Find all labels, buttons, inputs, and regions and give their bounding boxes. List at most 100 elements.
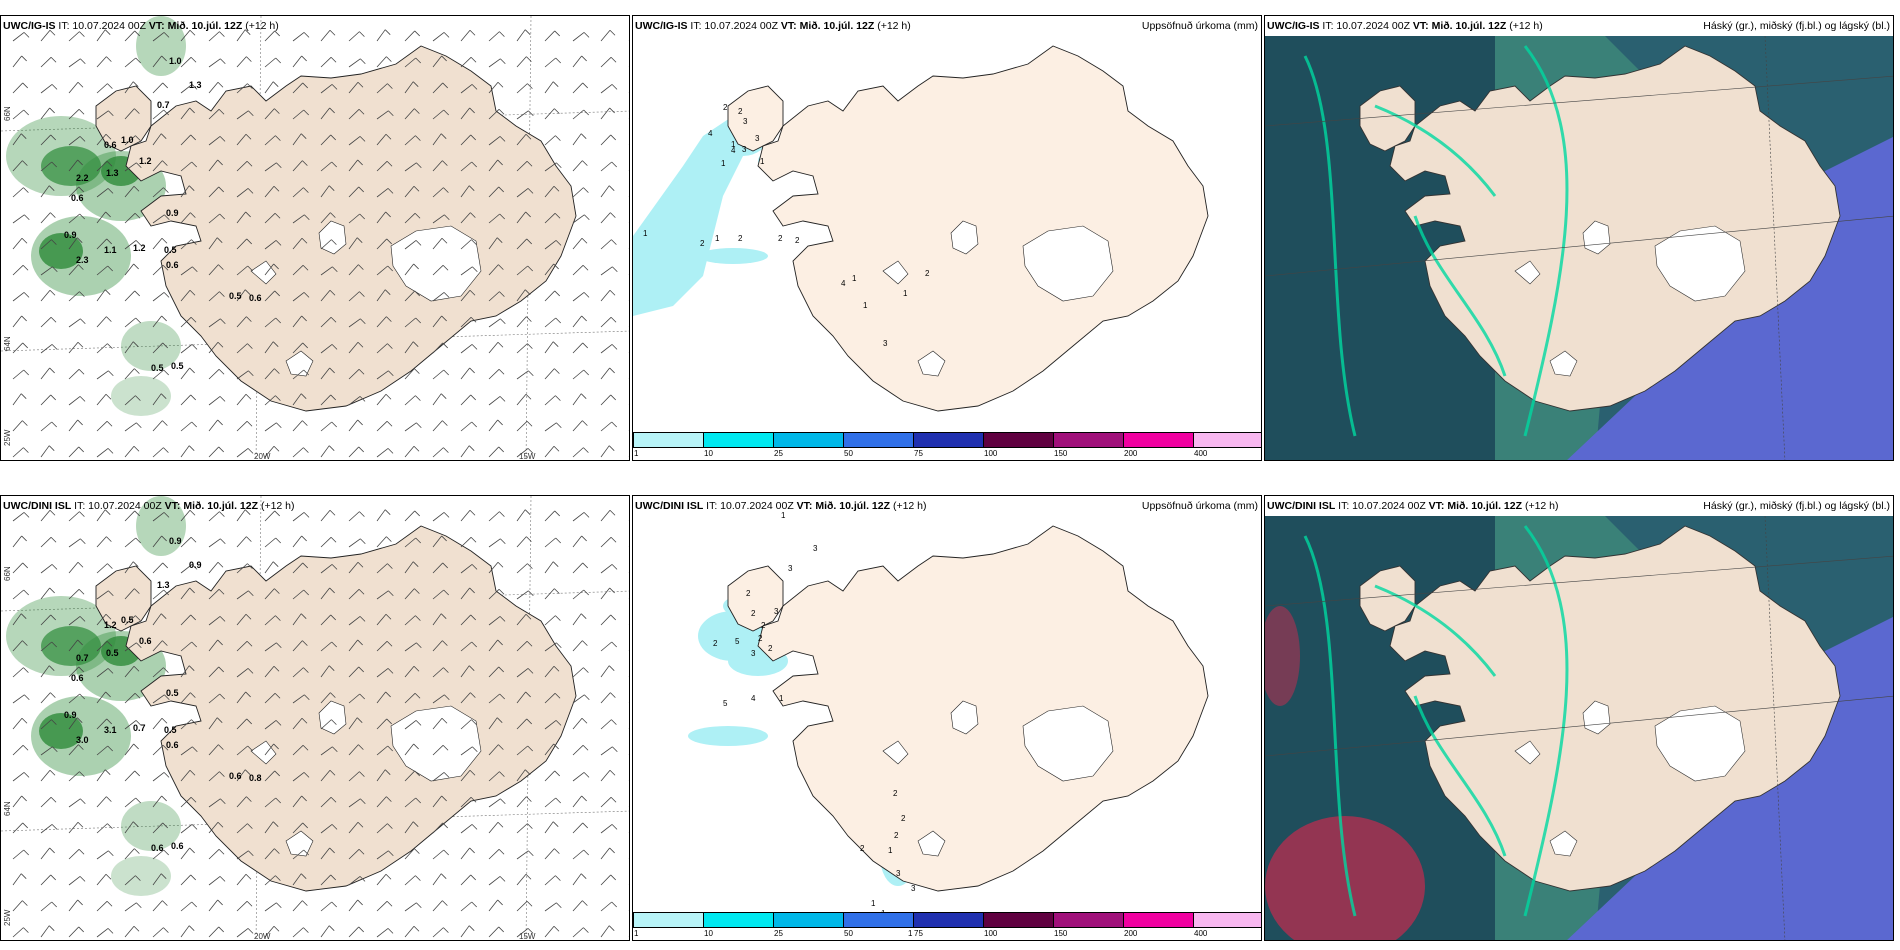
- precip-value-label: 4: [708, 129, 713, 138]
- precip-value-label: 3.1: [104, 725, 117, 735]
- wind-precip-panel-row1: UWC/IG-IS IT: 10.07.2024 00Z VT: Mið. 10…: [0, 15, 630, 461]
- colorbar-tick-label: 200: [1124, 449, 1138, 458]
- precip-value-label: 2.2: [76, 173, 89, 183]
- precip-value-label: 2: [738, 107, 743, 116]
- colorbar-tick-label: 1: [634, 449, 639, 458]
- precip-value-label: 2: [758, 634, 763, 643]
- precip-value-label: 1: [643, 229, 648, 238]
- precip-value-label: 1.1: [104, 245, 117, 255]
- precip-value-label: 3: [751, 649, 756, 658]
- cloud-map: [1265, 515, 1893, 940]
- precip-value-label: 0.5: [106, 648, 119, 658]
- precip-value-label: 1: [908, 929, 913, 938]
- precip-value-label: 2: [860, 844, 865, 853]
- colorbar-tick-label: 50: [844, 929, 853, 938]
- precip-value-label: 0.7: [157, 100, 170, 110]
- colorbar-segment: [773, 432, 844, 448]
- colorbar-tick-label: 10: [704, 449, 713, 458]
- precip-value-label: 4: [841, 279, 846, 288]
- colorbar-segment: [1053, 432, 1124, 448]
- field-title: Háský (gr.), miðský (fj.bl.) og lágský (…: [1703, 500, 1890, 512]
- colorbar-segment: [843, 432, 914, 448]
- colorbar-tick-label: 400: [1194, 449, 1208, 458]
- precip-value-label: 0.6: [71, 193, 84, 203]
- precip-value-label: 1: [781, 511, 786, 520]
- colorbar-tick-label: 50: [844, 449, 853, 458]
- precip-value-label: 0.6: [166, 740, 179, 750]
- precip-value-label: 3: [774, 607, 779, 616]
- lat-label: 64N: [3, 801, 12, 816]
- precip-value-label: 1.2: [133, 243, 146, 253]
- precip-value-label: 2: [713, 639, 718, 648]
- precip-value-label: 3: [883, 339, 888, 348]
- colorbar-segment: [983, 432, 1054, 448]
- precip-value-label: 4: [731, 146, 736, 155]
- precip-value-label: 0.9: [189, 560, 202, 570]
- colorbar-segment: [983, 912, 1054, 928]
- precip-value-label: 3: [813, 544, 818, 553]
- precip-value-label: 1.2: [139, 156, 152, 166]
- precip-value-label: 5: [723, 699, 728, 708]
- precip-value-label: 0.9: [166, 208, 179, 218]
- precip-value-label: 1: [760, 157, 765, 166]
- precip-value-label: 0.6: [71, 673, 84, 683]
- precip-value-label: 0.9: [64, 710, 77, 720]
- colorbar-segment: [843, 912, 914, 928]
- colorbar-segment: [1053, 912, 1124, 928]
- lon-label: 15W: [519, 932, 536, 941]
- panel-header: UWC/DINI ISL IT: 10.07.2024 00Z VT: Mið.…: [1267, 500, 1559, 512]
- precip-value-label: 0.6: [104, 140, 117, 150]
- precip-value-label: 2: [894, 831, 899, 840]
- precip-value-label: 1.0: [169, 56, 182, 66]
- wind-precip-panel-row2: UWC/DINI ISL IT: 10.07.2024 00Z VT: Mið.…: [0, 495, 630, 941]
- precip-value-label: 1.2: [104, 620, 117, 630]
- precip-value-label: 0.6: [151, 843, 164, 853]
- precip-value-label: 0.7: [76, 653, 89, 663]
- precip-value-label: 0.5: [164, 725, 177, 735]
- precip-value-label: 1: [903, 289, 908, 298]
- colorbar-tick-label: 1: [634, 929, 639, 938]
- precip-value-label: 1.3: [106, 168, 119, 178]
- lat-label: 66N: [3, 106, 12, 121]
- precip-value-label: 3: [911, 884, 916, 893]
- colorbar: 1 10 25 50 75 100 150 200 400: [633, 912, 1261, 940]
- precip-value-label: 2: [751, 609, 756, 618]
- colorbar-segment: [1123, 432, 1194, 448]
- colorbar-segment: [703, 912, 774, 928]
- colorbar-segment: [1193, 432, 1261, 448]
- colorbar-segment: [913, 432, 984, 448]
- precip-value-label: 3: [743, 117, 748, 126]
- precip-panel-row2: UWC/DINI ISL IT: 10.07.2024 00Z VT: Mið.…: [632, 495, 1262, 941]
- precip-value-label: 0.7: [133, 723, 146, 733]
- field-title: Uppsöfnuð úrkoma (mm): [1141, 500, 1258, 512]
- precip-value-label: 0.5: [166, 688, 179, 698]
- colorbar-tick-label: 200: [1124, 929, 1138, 938]
- colorbar: 1 10 25 50 75 100 150 200 400: [633, 432, 1261, 460]
- precip-value-label: 0.6: [171, 841, 184, 851]
- lat-label: 66N: [3, 566, 12, 581]
- wind-map: 1.0 1.3 0.7 0.6 1.0 1.2 2.2 1.3 0.6 0.9 0.9 2.3 1.1 1…: [1, 16, 629, 460]
- cloud-map: [1265, 35, 1893, 460]
- lon-label: 25W: [3, 429, 12, 446]
- lon-label: 20W: [254, 452, 271, 461]
- precip-value-label: 0.8: [249, 773, 262, 783]
- colorbar-tick-label: 25: [774, 929, 783, 938]
- panel-header: UWC/IG-IS IT: 10.07.2024 00Z VT: Mið. 10…: [3, 20, 279, 32]
- precip-value-label: 3: [755, 134, 760, 143]
- precip-value-label: 1: [888, 846, 893, 855]
- lon-label: 20W: [254, 932, 271, 941]
- colorbar-tick-label: 100: [984, 449, 998, 458]
- precip-value-label: 1: [779, 694, 784, 703]
- precip-value-label: 2: [893, 789, 898, 798]
- precip-value-label: 0.6: [139, 636, 152, 646]
- precip-value-label: 3: [788, 564, 793, 573]
- cloud-panel-row2: UWC/DINI ISL IT: 10.07.2024 00Z VT: Mið.…: [1264, 495, 1894, 941]
- panel-header: UWC/DINI ISL IT: 10.07.2024 00Z VT: Mið.…: [3, 500, 295, 512]
- precip-value-label: 2.3: [76, 255, 89, 265]
- precip-value-label: 1.0: [121, 135, 134, 145]
- precip-value-label: 0.9: [169, 536, 182, 546]
- precip-panel-row1: UWC/IG-IS IT: 10.07.2024 00Z VT: Mið. 10…: [632, 15, 1262, 461]
- precip-value-label: 4: [751, 694, 756, 703]
- colorbar-tick-label: 10: [704, 929, 713, 938]
